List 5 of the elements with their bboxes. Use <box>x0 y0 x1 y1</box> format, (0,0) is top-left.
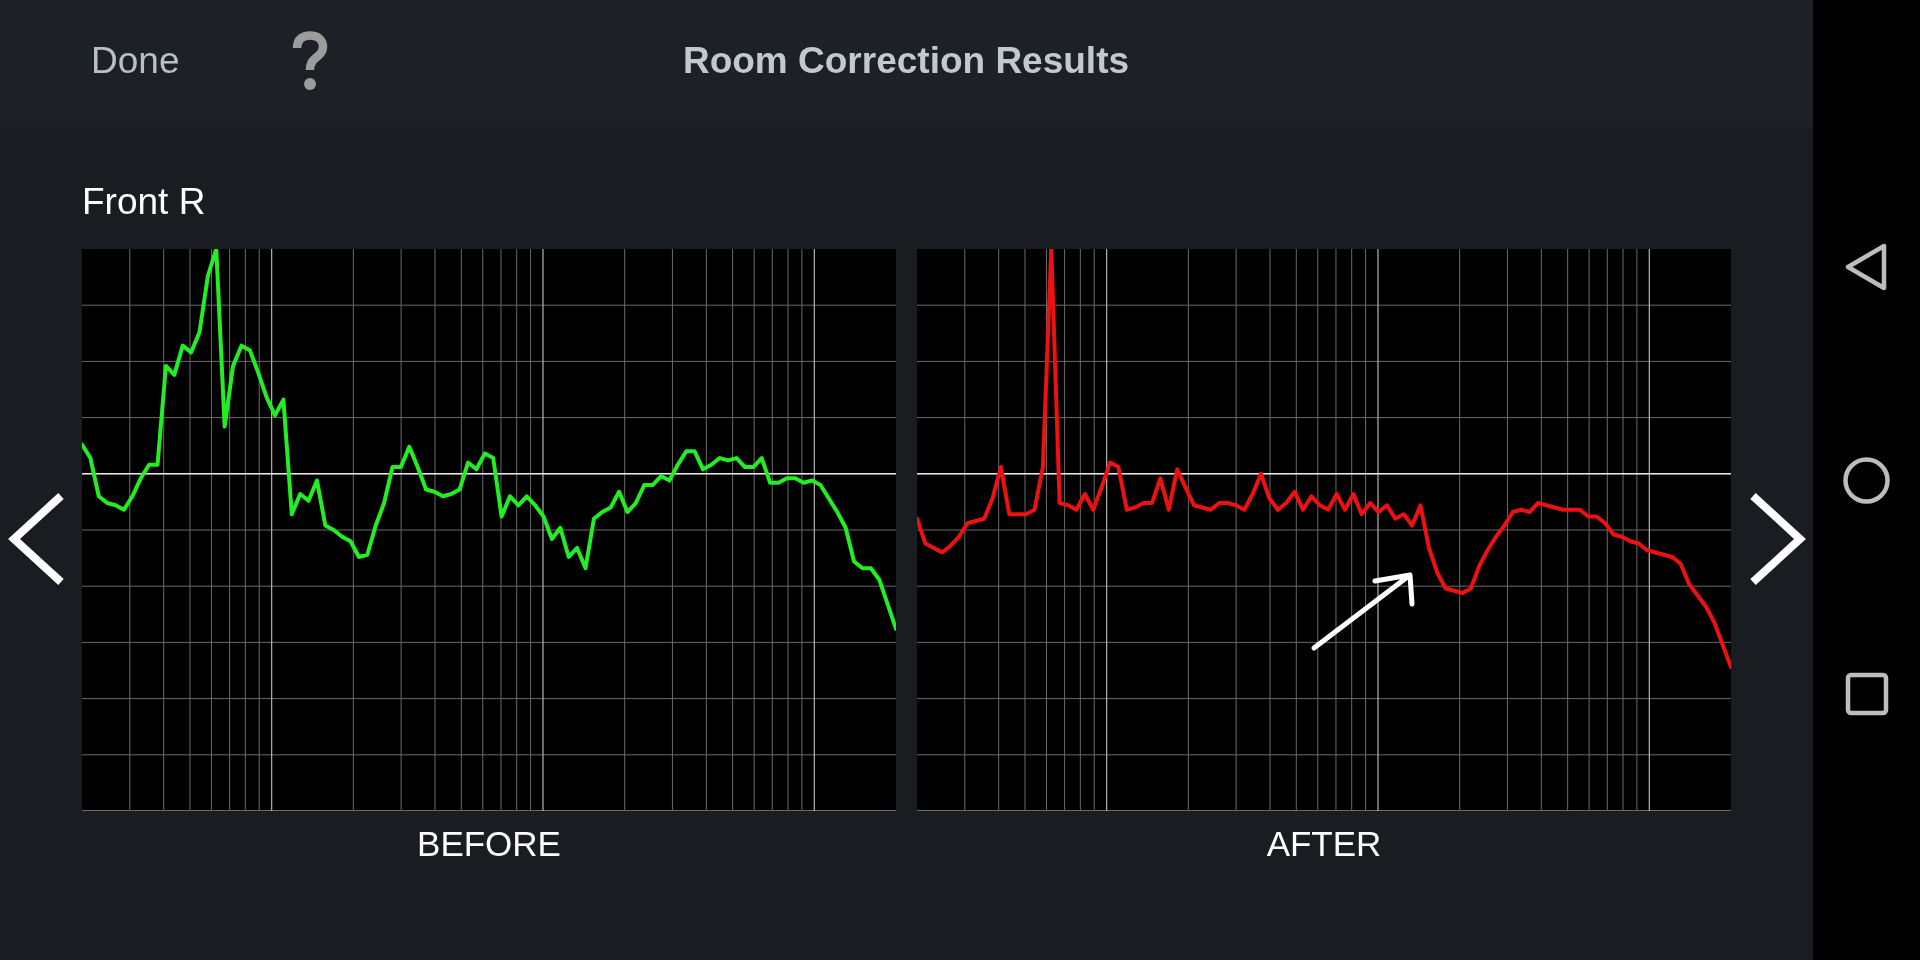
chart-title: Room Correction Results <box>682 40 1130 81</box>
x-axis-title: AFTER <box>1266 824 1382 863</box>
x-axis-title: BEFORE <box>417 824 561 863</box>
text: Done <box>91 40 180 81</box>
chart-subtitle: Front R <box>82 181 206 222</box>
